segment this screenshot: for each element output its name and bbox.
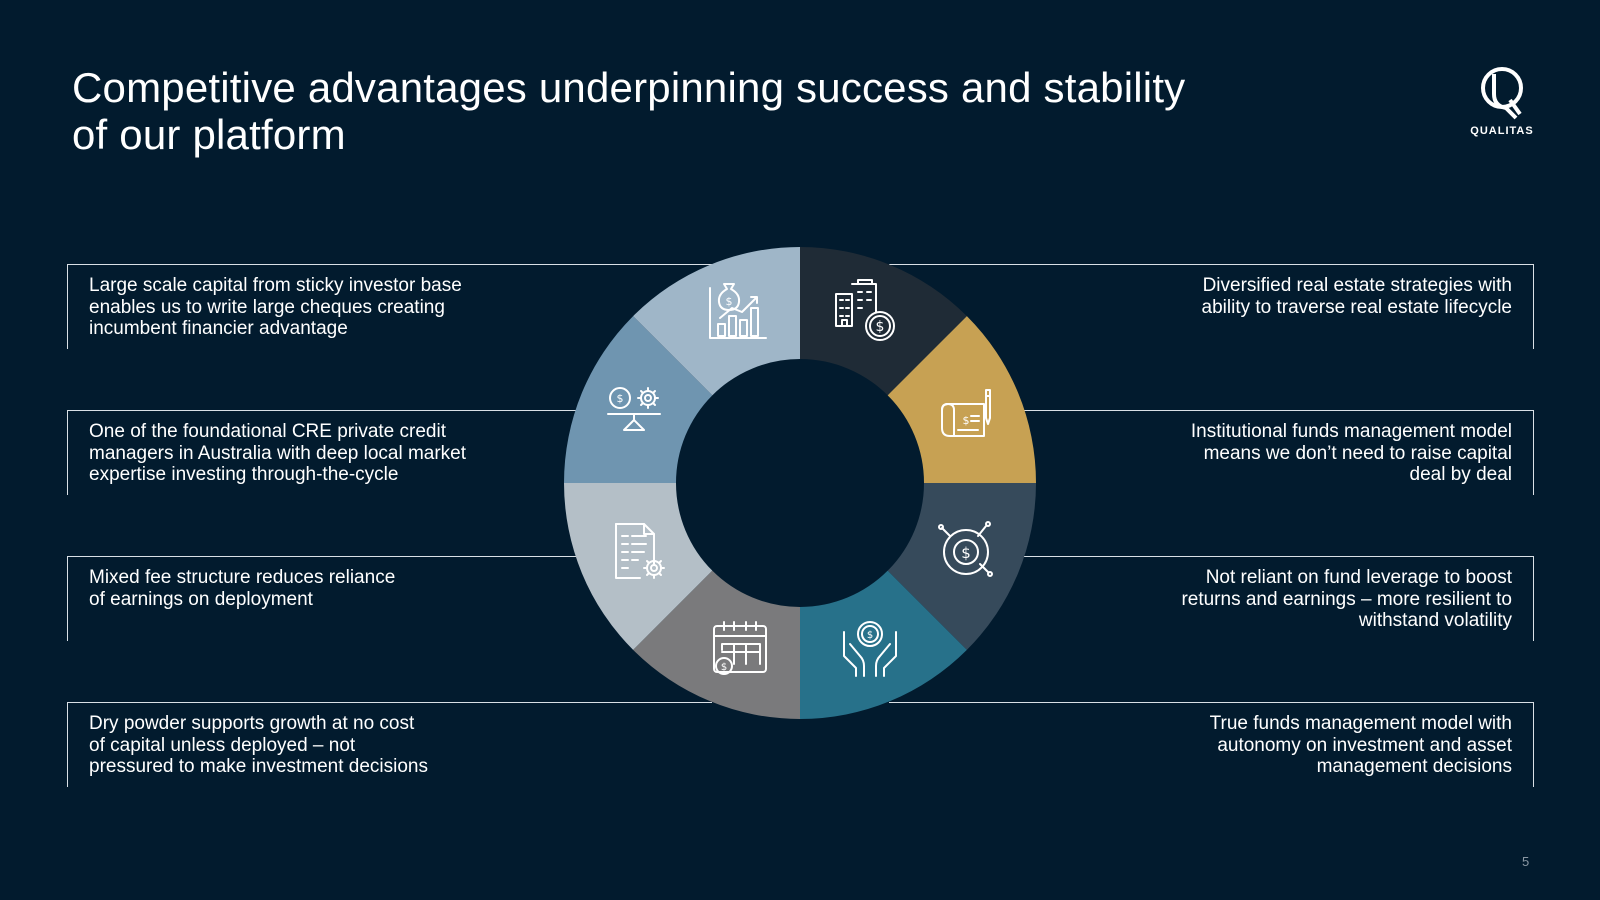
slide-title-line-1: Competitive advantages underpinning succ… <box>72 64 1186 111</box>
advantage-text: deal by deal <box>1409 464 1512 485</box>
advantage-text: of capital unless deployed – not <box>89 734 356 756</box>
advantage-text: Dry powder supports growth at no cost <box>89 713 415 734</box>
svg-text:$: $ <box>876 319 885 335</box>
qualitas-logo: QUALITAS <box>1462 64 1542 142</box>
slide-title: Competitive advantages underpinning succ… <box>72 64 1222 158</box>
logo-wordmark: QUALITAS <box>1470 125 1534 137</box>
advantage-text: True funds management model with <box>1209 713 1512 734</box>
advantage-text: ability to traverse real estate lifecycl… <box>1201 296 1512 318</box>
ring-segment-6 <box>564 483 713 650</box>
ring-segments <box>564 247 1036 719</box>
advantage-box-left-3: Mixed fee structure reduces reliance of … <box>67 556 582 641</box>
advantage-text: Large scale capital from sticky investor… <box>89 275 462 296</box>
svg-text:$: $ <box>617 392 624 405</box>
svg-text:$: $ <box>726 295 733 308</box>
advantage-box-left-4: Dry powder supports growth at no cost of… <box>67 702 712 787</box>
ring-segment-5 <box>633 570 800 719</box>
advantage-text: returns and earnings – more resilient to <box>1181 588 1512 610</box>
advantage-text: enables us to write large cheques creati… <box>89 296 445 318</box>
buildings-dollar-coin-icon: $ <box>835 279 895 341</box>
ring-segment-8 <box>633 247 800 396</box>
dollar-circular-arrows-icon: $ <box>938 521 993 577</box>
cheque-pen-icon: $ <box>941 389 991 437</box>
advantage-text: expertise investing through-the-cycle <box>89 464 399 485</box>
ring-segment-4 <box>800 570 967 719</box>
page-number: 5 <box>1522 854 1530 869</box>
ring-segment-7 <box>564 316 713 483</box>
advantage-box-right-1: Diversified real estate strategies with … <box>889 264 1534 349</box>
svg-text:$: $ <box>867 630 873 641</box>
advantage-box-right-2: Institutional funds management model mea… <box>1019 410 1534 495</box>
q-logo-icon <box>1481 67 1523 120</box>
advantage-box-right-3: Not reliant on fund leverage to boost re… <box>1019 556 1534 641</box>
svg-text:$: $ <box>721 662 727 673</box>
ring-segment-3 <box>887 483 1036 650</box>
hands-holding-coin-icon: $ <box>843 621 897 677</box>
ring-segment-1 <box>800 247 967 396</box>
advantage-box-left-2: One of the foundational CRE private cred… <box>67 410 582 495</box>
slide-title-line-2: of our platform <box>72 111 346 158</box>
svg-text:$: $ <box>961 544 971 562</box>
advantage-text: managers in Australia with deep local ma… <box>89 442 467 464</box>
advantage-text: Mixed fee structure reduces reliance <box>89 567 396 588</box>
advantage-text: Not reliant on fund leverage to boost <box>1205 567 1512 588</box>
advantage-box-right-4: True funds management model with autonom… <box>889 702 1534 787</box>
advantage-text: pressured to make investment decisions <box>89 756 428 777</box>
scale-coin-gear-icon: $ <box>607 387 661 431</box>
advantage-text: of earnings on deployment <box>89 588 313 610</box>
ring-segment-2 <box>887 316 1036 483</box>
calendar-dollar-icon: $ <box>713 621 767 675</box>
advantage-text: withstand volatility <box>1358 610 1512 631</box>
advantage-text: Institutional funds management model <box>1190 421 1512 442</box>
advantage-text: incumbent financier advantage <box>89 318 348 339</box>
advantage-text: Diversified real estate strategies with <box>1202 275 1512 296</box>
document-gear-icon <box>615 523 665 579</box>
advantage-text: One of the foundational CRE private cred… <box>89 421 446 442</box>
advantage-text: means we don’t need to raise capital <box>1203 442 1512 464</box>
advantage-text: autonomy on investment and asset <box>1217 734 1512 756</box>
advantage-text: management decisions <box>1316 756 1512 777</box>
money-bag-growth-chart-icon: $ <box>709 283 767 339</box>
advantage-box-left-1: Large scale capital from sticky investor… <box>67 264 712 349</box>
svg-text:$: $ <box>963 414 970 427</box>
